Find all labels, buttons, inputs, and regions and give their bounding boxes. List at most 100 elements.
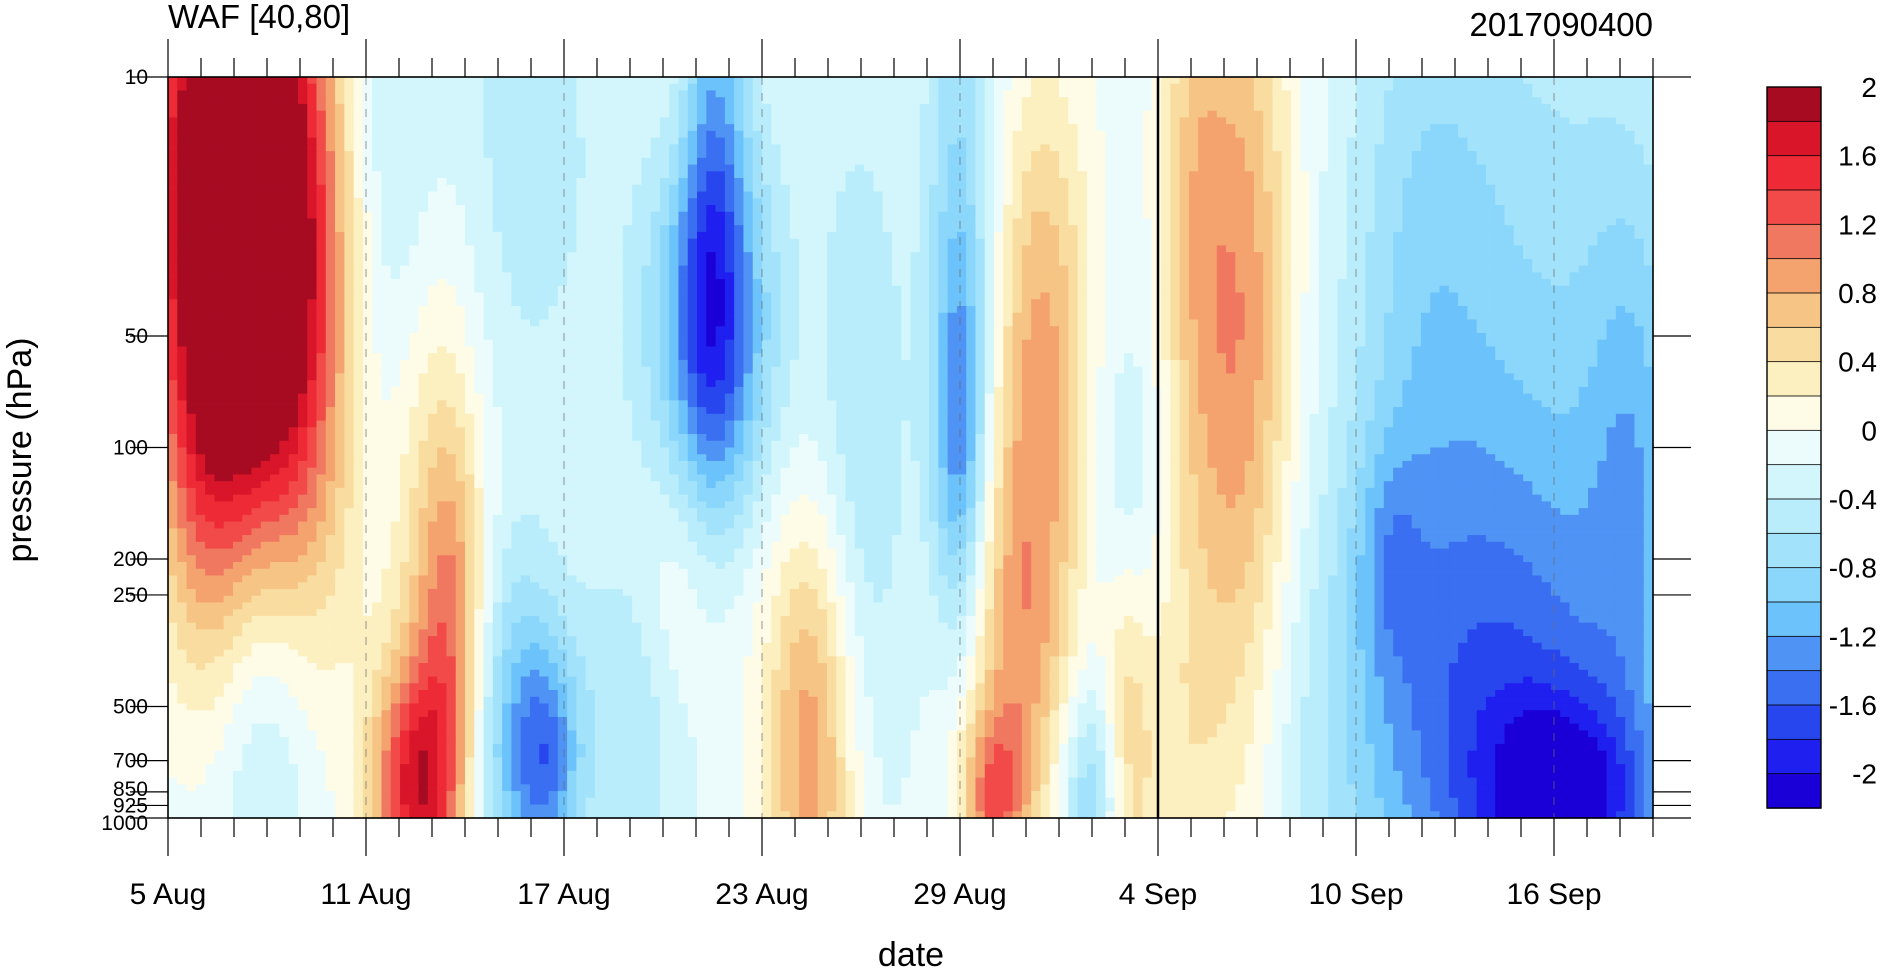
contour-cell: [492, 252, 503, 260]
contour-cell: [743, 198, 754, 206]
contour-cell: [1179, 171, 1190, 179]
contour-cell: [492, 124, 503, 132]
contour-cell: [984, 151, 995, 159]
contour-cell: [1040, 144, 1051, 152]
contour-cell: [929, 110, 939, 119]
contour-cell: [1253, 144, 1264, 152]
contour-cell: [1356, 90, 1366, 98]
contour-cell: [799, 231, 810, 240]
contour-cell: [994, 124, 1004, 132]
contour-cell: [502, 164, 513, 172]
contour-cell: [882, 90, 893, 98]
contour-cell: [335, 252, 345, 260]
contour-cell: [1504, 272, 1515, 280]
contour-cell: [548, 204, 559, 213]
contour-cell: [1346, 157, 1357, 166]
contour-cell: [836, 164, 847, 172]
contour-cell: [205, 130, 216, 139]
contour-cell: [1086, 245, 1097, 253]
contour-cell: [1495, 144, 1506, 152]
contour-cell: [168, 272, 178, 280]
contour-cell: [641, 151, 652, 159]
contour-cell: [1430, 265, 1441, 273]
contour-cell: [548, 238, 559, 247]
contour-cell: [604, 211, 615, 220]
contour-cell: [1291, 103, 1301, 112]
contour-cell: [1383, 157, 1394, 166]
contour-cell: [799, 77, 810, 85]
contour-cell: [910, 265, 921, 273]
contour-cell: [975, 245, 986, 253]
contour-cell: [585, 238, 596, 247]
contour-cell: [1560, 151, 1571, 159]
contour-cell: [845, 157, 856, 166]
contour-cell: [799, 144, 810, 152]
contour-cell: [483, 265, 494, 273]
contour-cell: [836, 130, 847, 139]
contour-cell: [492, 97, 503, 105]
contour-cell: [641, 198, 652, 206]
contour-cell: [344, 198, 355, 206]
contour-cell: [1328, 151, 1339, 159]
contour-cell: [1142, 191, 1153, 199]
contour-cell: [780, 110, 791, 119]
contour-cell: [1569, 164, 1580, 172]
contour-cell: [613, 171, 624, 179]
contour-cell: [251, 171, 262, 179]
contour-cell: [1021, 97, 1032, 105]
contour-cell: [901, 144, 912, 152]
contour-cell: [1235, 238, 1246, 247]
contour-cell: [743, 231, 754, 240]
contour-cell: [1420, 90, 1431, 98]
contour-cell: [1207, 77, 1218, 85]
contour-cell: [650, 252, 661, 260]
contour-cell: [929, 184, 939, 193]
contour-cell: [1049, 184, 1060, 193]
contour-cell: [594, 252, 605, 260]
contour-cell: [1226, 231, 1236, 240]
contour-cell: [882, 164, 893, 172]
contour-cell: [1105, 198, 1116, 206]
contour-cell: [288, 130, 299, 139]
contour-cell: [845, 225, 856, 233]
contour-cell: [1179, 272, 1190, 280]
contour-cell: [1393, 211, 1404, 220]
contour-cell: [1420, 211, 1431, 220]
contour-cell: [529, 218, 540, 226]
contour-cell: [882, 245, 893, 253]
contour-cell: [1523, 184, 1533, 193]
contour-cell: [613, 103, 624, 112]
contour-cell: [1337, 204, 1348, 213]
contour-cell: [975, 151, 986, 159]
contour-cell: [1625, 184, 1636, 193]
contour-cell: [975, 218, 986, 226]
contour-cell: [372, 83, 383, 92]
contour-cell: [845, 191, 856, 199]
contour-cell: [789, 252, 800, 260]
contour-cell: [1226, 279, 1236, 287]
contour-cell: [1263, 184, 1274, 193]
contour-cell: [1216, 211, 1227, 220]
contour-cell: [697, 164, 707, 172]
contour-cell: [1086, 218, 1097, 226]
contour-cell: [1263, 83, 1274, 92]
contour-cell: [1142, 252, 1153, 260]
contour-cell: [1458, 171, 1468, 179]
contour-cell: [409, 77, 420, 85]
contour-cell: [1485, 77, 1496, 85]
contour-cell: [1411, 77, 1422, 85]
contour-cell: [223, 184, 234, 193]
contour-cell: [1578, 117, 1589, 125]
contour-cell: [1198, 265, 1209, 273]
contour-cell: [353, 117, 364, 125]
contour-cell: [854, 97, 865, 105]
contour-cell: [799, 124, 810, 132]
contour-cell: [539, 164, 550, 172]
contour-cell: [502, 191, 513, 199]
contour-cell: [613, 245, 624, 253]
contour-cell: [1467, 137, 1478, 145]
contour-cell: [372, 164, 383, 172]
contour-cell: [1012, 231, 1023, 240]
contour-cell: [1523, 245, 1533, 253]
contour-cell: [177, 90, 188, 98]
